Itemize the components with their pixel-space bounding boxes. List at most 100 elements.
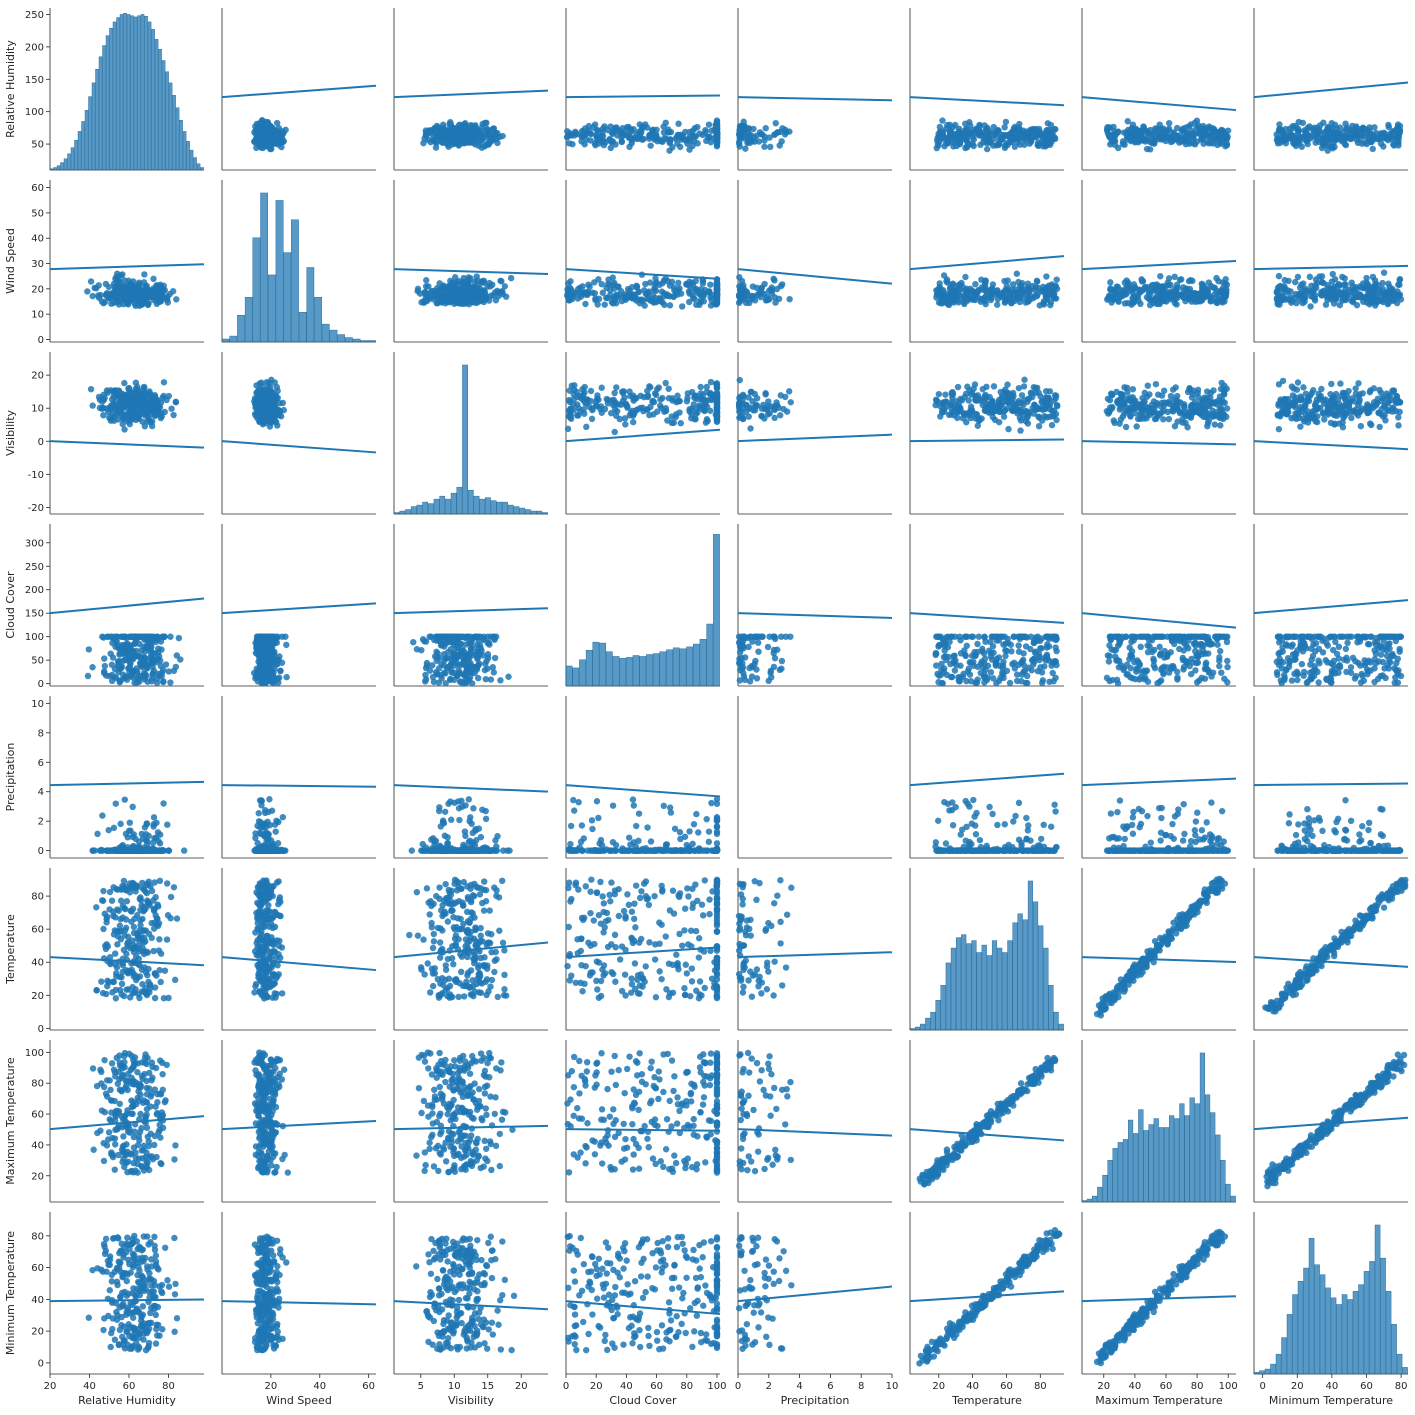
scatter-point <box>1223 281 1231 288</box>
scatter-point <box>694 140 701 147</box>
scatter-point <box>1330 300 1338 307</box>
hist-bar <box>84 110 89 171</box>
scatter-point <box>713 129 721 136</box>
scatter-point <box>983 145 991 153</box>
hist-bar <box>70 147 75 171</box>
scatter-point <box>743 289 751 296</box>
scatter-point <box>656 402 664 409</box>
regression-line <box>393 89 549 99</box>
scatter-point <box>984 124 991 131</box>
scatter-point <box>624 131 632 139</box>
scatter-point <box>1333 125 1340 132</box>
scatter-point <box>961 130 968 137</box>
scatter-point <box>939 117 946 124</box>
scatter-point <box>948 406 955 413</box>
scatter-point <box>646 383 653 390</box>
scatter-point <box>982 407 989 415</box>
scatter-point <box>568 132 575 139</box>
regression-line <box>49 263 205 271</box>
hist-bar <box>165 71 169 171</box>
scatter-point <box>573 130 581 138</box>
scatter-point <box>151 412 158 419</box>
scatter-point <box>613 384 620 391</box>
scatter-point <box>1146 301 1154 309</box>
hist-bar <box>405 509 411 515</box>
scatter-point <box>95 292 102 299</box>
scatter-point <box>690 294 697 301</box>
scatter-point <box>1224 127 1232 134</box>
scatter-point <box>487 138 495 145</box>
scatter-point <box>474 277 481 284</box>
hist-bar <box>221 338 230 343</box>
scatter-point <box>676 397 683 405</box>
scatter-point <box>507 274 515 282</box>
scatter-point <box>1176 409 1184 417</box>
scatter-point <box>1308 282 1315 290</box>
scatter-point <box>159 288 167 295</box>
hist-bar <box>56 165 61 171</box>
scatter-point <box>148 398 155 405</box>
scatter-point <box>1107 132 1115 139</box>
scatter-point <box>1158 409 1165 416</box>
hist-bar <box>60 162 64 171</box>
scatter-point <box>119 285 127 293</box>
scatter-point <box>963 418 970 426</box>
scatter-point <box>1329 270 1336 278</box>
scatter-point <box>1355 293 1362 300</box>
scatter-point <box>949 394 956 402</box>
scatter-point <box>1004 294 1012 301</box>
scatter-point <box>1111 419 1118 427</box>
scatter-point <box>627 392 634 400</box>
scatter-point <box>713 393 721 401</box>
scatter-point <box>1306 273 1314 281</box>
scatter-point <box>775 295 783 303</box>
scatter-point <box>1160 387 1168 394</box>
hist-bar <box>428 503 434 515</box>
scatter-point <box>267 419 275 426</box>
scatter-point <box>1146 146 1154 153</box>
scatter-point <box>414 285 422 293</box>
scatter-points <box>1274 377 1404 433</box>
scatter-point <box>772 119 779 127</box>
panel-2-5 <box>909 352 1065 515</box>
scatter-point <box>1042 388 1050 395</box>
scatter-point <box>1342 120 1349 127</box>
scatter-point <box>572 290 579 298</box>
scatter-point <box>589 406 596 414</box>
scatter-point <box>581 410 588 417</box>
scatter-point <box>145 300 152 307</box>
scatter-point <box>1106 397 1114 404</box>
hist-bar <box>490 500 497 515</box>
scatter-point <box>1051 392 1059 399</box>
regression-line <box>221 440 377 454</box>
scatter-point <box>1129 386 1137 393</box>
scatter-point <box>771 414 778 422</box>
scatter-points <box>420 118 506 151</box>
hist-bar <box>422 501 429 515</box>
scatter-point <box>786 295 793 303</box>
scatter-point <box>1295 127 1302 134</box>
hist-bar <box>399 510 406 515</box>
scatter-point <box>951 293 959 300</box>
scatter-point <box>674 131 682 139</box>
scatter-point <box>143 409 151 416</box>
scatter-point <box>749 397 756 405</box>
scatter-point <box>771 406 778 414</box>
scatter-point <box>1194 295 1202 303</box>
scatter-point <box>1033 384 1041 392</box>
scatter-point <box>582 130 590 138</box>
y-tick-label: 10 <box>31 310 44 321</box>
scatter-point <box>599 289 606 296</box>
scatter-points <box>251 376 287 430</box>
regression-line <box>909 96 1065 107</box>
scatter-point <box>777 392 784 399</box>
scatter-point <box>1379 298 1387 306</box>
scatter-point <box>282 126 289 134</box>
scatter-point <box>498 278 505 285</box>
regression-line <box>737 433 893 443</box>
scatter-point <box>745 138 752 145</box>
scatter-point <box>1285 277 1292 285</box>
scatter-point <box>1284 287 1292 294</box>
hist-bar <box>291 219 299 343</box>
